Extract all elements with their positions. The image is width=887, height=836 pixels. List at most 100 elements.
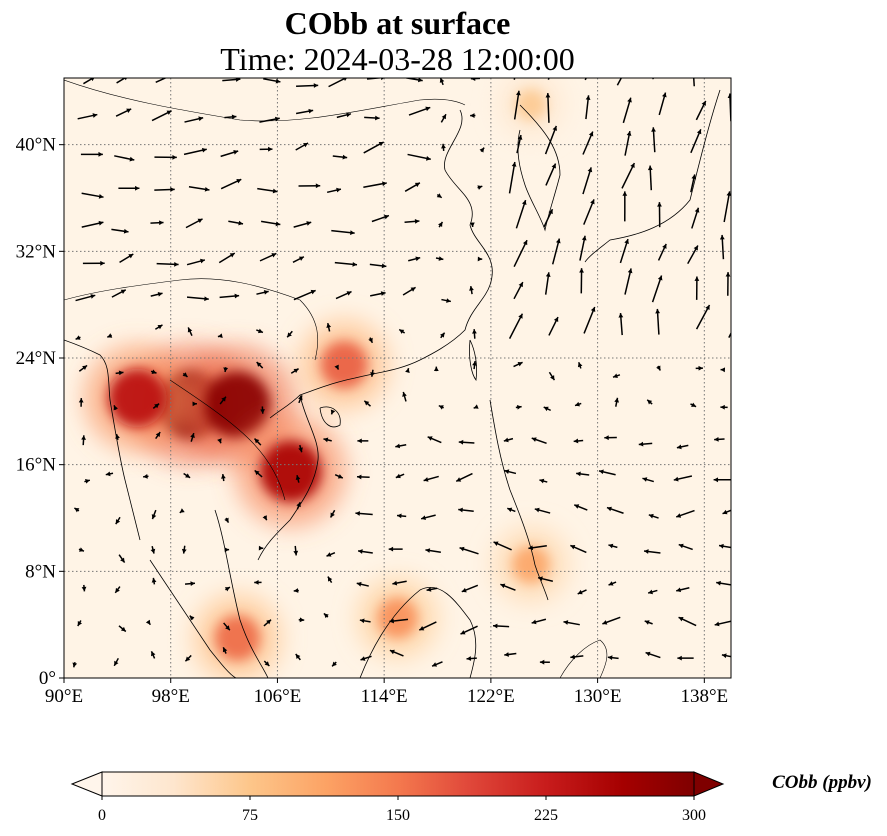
- wind-arrow: [579, 268, 584, 294]
- wind-arrow: [607, 655, 619, 661]
- wind-arrow: [187, 327, 193, 337]
- wind-arrow: [473, 404, 479, 409]
- wind-arrow: [651, 127, 656, 153]
- wind-arrow: [396, 513, 407, 519]
- wind-arrow: [515, 199, 527, 229]
- wind-arrow: [151, 577, 157, 585]
- wind-arrow: [181, 545, 187, 554]
- wind-arrow: [253, 438, 262, 446]
- wind-arrow: [183, 472, 191, 479]
- wind-arrow: [441, 143, 446, 151]
- wind-arrow: [548, 316, 559, 336]
- wind-arrow: [531, 618, 547, 625]
- wind-arrow: [356, 581, 369, 587]
- x-tick-label: 130°E: [574, 686, 622, 707]
- y-tick-label: 24°N: [16, 348, 57, 369]
- wind-arrow: [336, 112, 352, 119]
- wind-arrow: [714, 436, 725, 442]
- wind-arrow: [364, 115, 380, 121]
- coastline-borneo: [359, 587, 477, 678]
- wind-arrow: [323, 437, 332, 443]
- wind-arrow: [81, 192, 104, 199]
- wind-arrow: [189, 615, 195, 621]
- wind-arrow: [105, 471, 114, 477]
- wind-arrow: [733, 171, 743, 194]
- wind-arrow: [83, 78, 95, 85]
- wind-arrow: [658, 92, 667, 116]
- wind-arrow: [296, 83, 319, 88]
- wind-arrow: [254, 469, 263, 478]
- wind-arrow: [547, 78, 550, 80]
- wind-arrow: [389, 618, 409, 624]
- wind-arrow: [492, 623, 510, 629]
- wind-arrow: [513, 281, 524, 300]
- wind-arrow: [186, 258, 206, 266]
- wind-arrow: [370, 369, 375, 377]
- wind-arrow: [259, 146, 273, 152]
- wind-arrow: [719, 234, 725, 260]
- wind-arrow: [335, 290, 352, 300]
- wind-arrow: [221, 473, 226, 482]
- wind-arrow: [331, 661, 337, 667]
- wind-arrow: [513, 78, 516, 80]
- wind-arrow: [190, 432, 195, 442]
- wind-arrow: [722, 509, 731, 515]
- wind-arrow: [539, 478, 548, 484]
- concentration-field: [84, 78, 570, 678]
- wind-arrow: [150, 369, 157, 374]
- wind-arrow: [119, 253, 134, 264]
- wind-arrow: [184, 116, 204, 123]
- wind-arrow: [651, 275, 663, 303]
- wind-arrow: [459, 546, 479, 555]
- wind-arrow: [395, 473, 405, 479]
- colorbar-title: CObb (ppbv): [772, 772, 872, 793]
- coastline-sumatra: [149, 559, 237, 678]
- wind-arrow: [81, 220, 104, 228]
- hotspot-eastern-myanmar: [108, 368, 167, 428]
- wind-arrow: [298, 183, 321, 189]
- wind-arrow: [256, 328, 264, 334]
- wind-arrow: [113, 657, 119, 667]
- wind-arrow: [431, 661, 443, 667]
- wind-arrow: [388, 546, 403, 552]
- wind-arrow: [544, 125, 558, 155]
- wind-arrow: [619, 238, 629, 264]
- wind-arrow: [528, 545, 547, 551]
- wind-arrow: [150, 291, 163, 297]
- wind-arrow: [469, 285, 474, 295]
- wind-arrow: [435, 256, 444, 261]
- colorbar-ticks: 0 75 150 225 300: [98, 796, 706, 824]
- wind-arrow: [329, 509, 336, 518]
- wind-arrow: [295, 142, 309, 151]
- wind-arrow: [458, 439, 475, 445]
- wind-arrow: [545, 93, 551, 123]
- wind-arrow: [472, 360, 477, 370]
- wind-arrow: [218, 252, 236, 264]
- x-tick-label: 106°E: [254, 686, 302, 707]
- wind-arrow: [326, 551, 336, 557]
- wind-arrow: [537, 576, 554, 582]
- wind-arrow: [224, 586, 231, 592]
- wind-arrow: [296, 501, 301, 510]
- wind-arrow: [295, 108, 314, 115]
- wind-arrow: [585, 95, 591, 120]
- wind-arrow: [438, 221, 444, 228]
- wind-arrow: [713, 477, 731, 483]
- wind-arrow: [188, 186, 210, 192]
- wind-arrow: [192, 401, 197, 407]
- wind-arrow: [404, 182, 421, 192]
- wind-arrow: [622, 191, 628, 222]
- wind-arrow: [326, 322, 332, 332]
- wind-arrow: [577, 589, 587, 595]
- axis-ticks: 90°E 98°E 106°E 114°E 122°E 130°E 138°E 0° 8°N 16…: [16, 135, 729, 707]
- chart-title: CObb at surface: [284, 5, 511, 41]
- wind-arrow: [222, 78, 241, 82]
- wind-arrow: [504, 652, 517, 657]
- wind-arrow: [156, 261, 179, 267]
- wind-arrow: [440, 332, 446, 339]
- wind-arrow: [298, 617, 305, 623]
- wind-arrow: [676, 444, 689, 450]
- wind-arrow: [80, 151, 103, 157]
- wind-arrow: [150, 220, 164, 226]
- wind-arrow: [81, 435, 86, 446]
